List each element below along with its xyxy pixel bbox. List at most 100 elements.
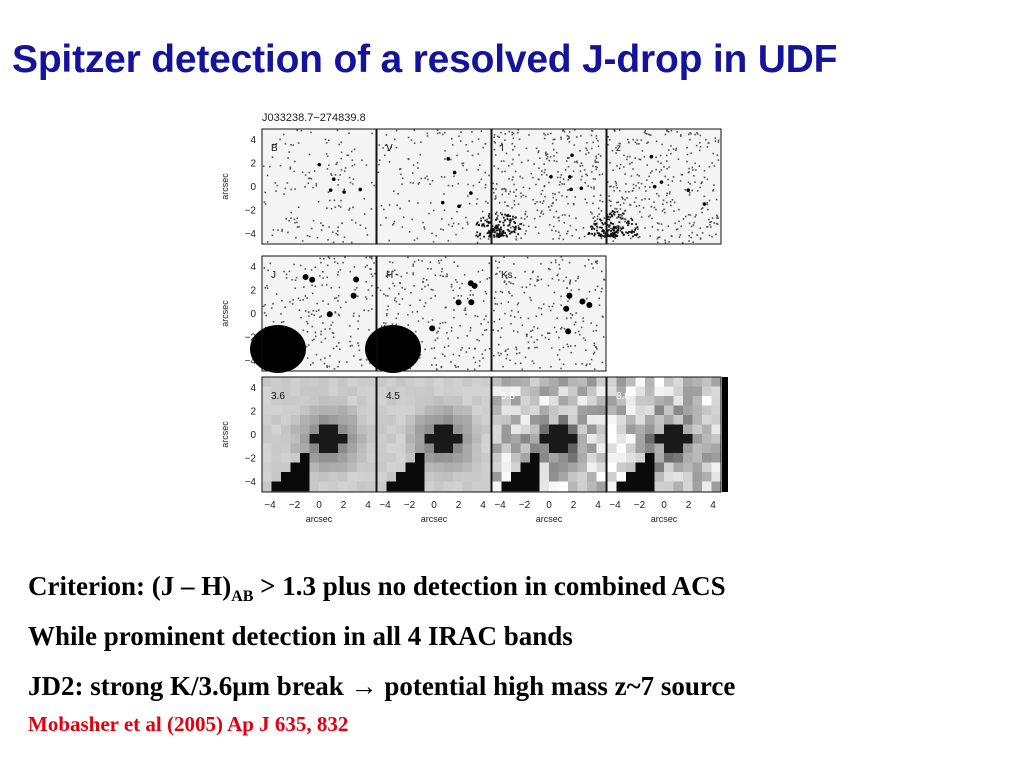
panel-8-0: 8.0 (606, 376, 722, 493)
x-tick-label: 0 (546, 500, 552, 511)
x-tick-label: 2 (571, 500, 577, 511)
x-axis-label: arcsec (536, 514, 563, 524)
y-tick-label: −4 (245, 229, 257, 240)
point-source (452, 170, 457, 175)
point-source (429, 325, 436, 332)
x-tick-label: −4 (264, 500, 276, 511)
panel-z: z (587, 128, 722, 245)
point-source (309, 276, 316, 283)
y-tick-label: 2 (250, 286, 256, 297)
band-label: I (501, 143, 504, 154)
panel-frame (376, 128, 492, 245)
panel-frame (606, 376, 722, 493)
panel-frame (491, 376, 607, 493)
x-tick-label: 0 (431, 500, 437, 511)
panel-background (377, 129, 491, 244)
panel-frame (376, 255, 492, 372)
x-tick-label: −4 (494, 500, 506, 511)
x-tick-label: −2 (289, 500, 301, 511)
object-id-label: J033238.7−274839.8 (262, 112, 366, 124)
band-label: 8.0 (616, 391, 630, 402)
bullet-criterion: Criterion: (J – H)AB > 1.3 plus no detec… (28, 566, 735, 616)
y-tick-label: −4 (245, 477, 257, 488)
point-source (302, 273, 309, 280)
criterion-suffix: > 1.3 plus no detection in combined ACS (253, 571, 726, 601)
point-source (342, 190, 346, 194)
y-tick-label: 0 (250, 430, 256, 441)
x-tick-label: 0 (316, 500, 322, 511)
panel-frame (491, 128, 607, 245)
x-tick-label: 0 (661, 500, 667, 511)
y-tick-label: 0 (250, 182, 256, 193)
x-tick-label: −2 (404, 500, 416, 511)
slide-title: Spitzer detection of a resolved J-drop i… (12, 38, 838, 81)
colorbar (722, 377, 728, 492)
point-source (579, 186, 584, 191)
point-source (331, 177, 336, 182)
panel-4-5: 4.5 (376, 376, 492, 493)
band-label: 5.8 (501, 391, 515, 402)
point-source (549, 174, 553, 179)
panel-frame (376, 376, 492, 493)
y-axis-label: arcsec (220, 421, 230, 448)
point-source (467, 280, 474, 287)
point-source (659, 180, 664, 184)
bullet-list: Criterion: (J – H)AB > 1.3 plus no detec… (28, 566, 735, 716)
panel-background (492, 256, 606, 371)
point-source (652, 184, 657, 189)
point-source (468, 299, 475, 306)
panel-background (262, 129, 376, 244)
x-tick-label: 2 (686, 500, 692, 511)
y-axis-label: arcsec (220, 173, 230, 200)
y-tick-label: 4 (250, 383, 256, 394)
point-source (565, 328, 572, 335)
point-source (317, 162, 322, 167)
point-source (567, 175, 572, 179)
point-source (686, 188, 691, 192)
point-source (579, 298, 586, 305)
x-tick-label: 2 (456, 500, 462, 511)
x-tick-label: −2 (519, 500, 531, 511)
x-axis-label: arcsec (306, 514, 333, 524)
x-tick-label: −4 (609, 500, 621, 511)
band-label: H (386, 270, 393, 281)
y-tick-label: −2 (245, 333, 257, 344)
panel-frame (261, 376, 377, 493)
foreground-galaxy (365, 325, 421, 373)
foreground-galaxy (250, 325, 306, 373)
point-source (446, 157, 451, 161)
y-tick-label: −4 (245, 356, 257, 367)
point-source (570, 153, 574, 158)
panel-H: H (365, 255, 492, 373)
criterion-subscript: AB (231, 588, 254, 605)
point-source (350, 292, 357, 299)
y-tick-label: −2 (245, 454, 257, 465)
panel-frame (491, 255, 607, 372)
point-source (569, 187, 573, 192)
x-tick-label: 2 (341, 500, 347, 511)
x-tick-label: 4 (595, 500, 601, 511)
point-source (586, 301, 593, 308)
band-label: z (616, 143, 621, 154)
point-source (563, 305, 570, 312)
x-tick-label: −2 (634, 500, 646, 511)
panel-J: J (250, 255, 377, 373)
panel-5-8: 5.8 (491, 376, 607, 493)
criterion-prefix: Criterion: (J – H) (28, 571, 232, 601)
panel-frame (261, 255, 377, 372)
panel-frame (606, 128, 722, 245)
y-tick-label: 4 (250, 135, 256, 146)
point-source (566, 292, 573, 299)
band-label: B (271, 143, 278, 154)
x-axis-label: arcsec (421, 514, 448, 524)
band-label: J (271, 270, 276, 281)
band-label: Ks (501, 270, 513, 281)
x-tick-label: 4 (710, 500, 716, 511)
point-source (649, 154, 654, 159)
panel-frame (261, 128, 377, 245)
panel-Ks: Ks (491, 255, 607, 372)
point-source (455, 299, 462, 306)
band-label: V (386, 143, 393, 154)
